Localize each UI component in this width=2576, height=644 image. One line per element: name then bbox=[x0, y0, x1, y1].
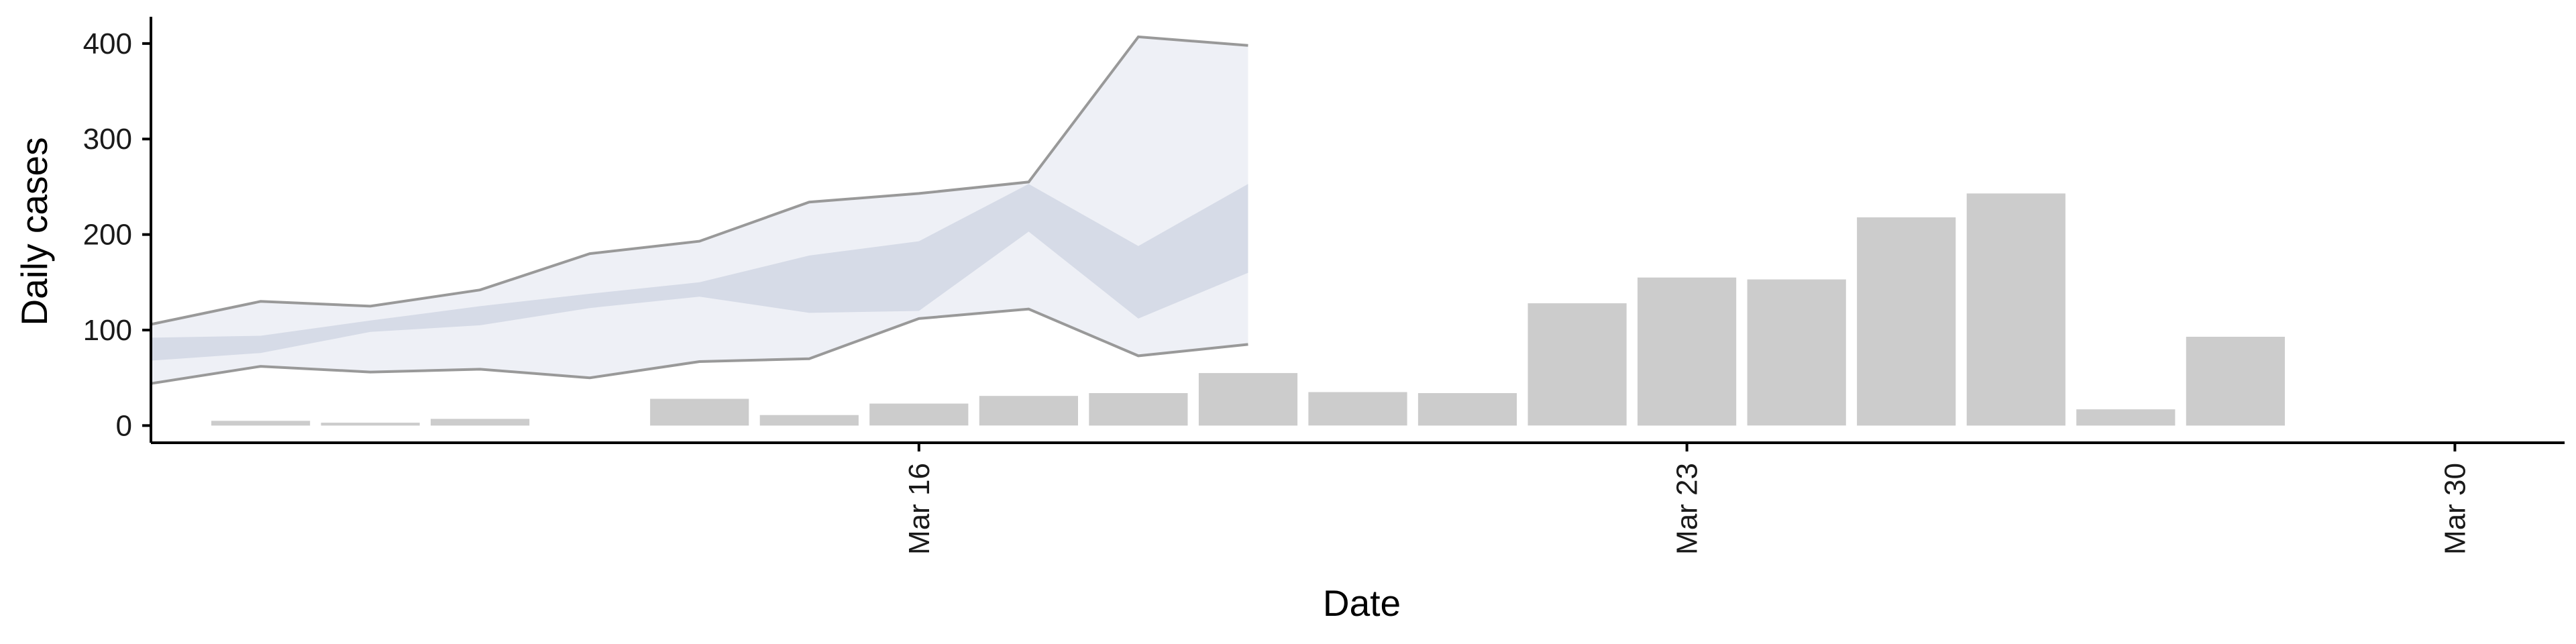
outer-estimate-band bbox=[151, 36, 1248, 384]
bar bbox=[431, 419, 530, 426]
bar bbox=[1857, 217, 1956, 426]
inner-estimate-band bbox=[151, 184, 1248, 361]
y-tick-label: 300 bbox=[83, 123, 132, 156]
bar bbox=[869, 403, 969, 426]
bar bbox=[1527, 303, 1627, 426]
bar bbox=[211, 421, 311, 426]
y-tick-label: 100 bbox=[83, 314, 132, 347]
bar bbox=[1089, 393, 1188, 426]
bar bbox=[650, 398, 749, 426]
x-tick-label: Mar 16 bbox=[903, 463, 936, 555]
bar bbox=[1417, 393, 1517, 426]
bar bbox=[2076, 409, 2176, 426]
outer-band-upper-line bbox=[150, 35, 1248, 326]
bar bbox=[1966, 193, 2065, 426]
y-tick-label: 200 bbox=[83, 219, 132, 252]
y-ticks: 0 100 200 300 400 bbox=[83, 28, 151, 442]
y-axis-title: Daily cases bbox=[13, 137, 55, 325]
x-ticks: Mar 16 Mar 23 Mar 30 bbox=[903, 443, 2472, 555]
estimate-bands bbox=[150, 35, 1248, 385]
bar bbox=[1308, 392, 1407, 426]
outer-band-lower-line bbox=[150, 307, 1248, 385]
bars bbox=[211, 193, 2285, 426]
bar bbox=[1198, 373, 1298, 426]
bar bbox=[1747, 279, 1846, 426]
y-tick-label: 400 bbox=[83, 28, 132, 60]
bar bbox=[2186, 337, 2285, 426]
bar bbox=[979, 396, 1078, 426]
axes: 0 100 200 300 400 Mar 16 Mar 23 Mar 30 bbox=[83, 17, 2565, 555]
x-tick-label: Mar 23 bbox=[1671, 463, 1704, 555]
bar bbox=[321, 423, 420, 426]
x-axis-title: Date bbox=[1323, 582, 1401, 624]
bar bbox=[759, 415, 859, 426]
bar bbox=[1638, 277, 1737, 426]
y-tick-label: 0 bbox=[116, 409, 132, 442]
x-tick-label: Mar 30 bbox=[2439, 463, 2472, 555]
